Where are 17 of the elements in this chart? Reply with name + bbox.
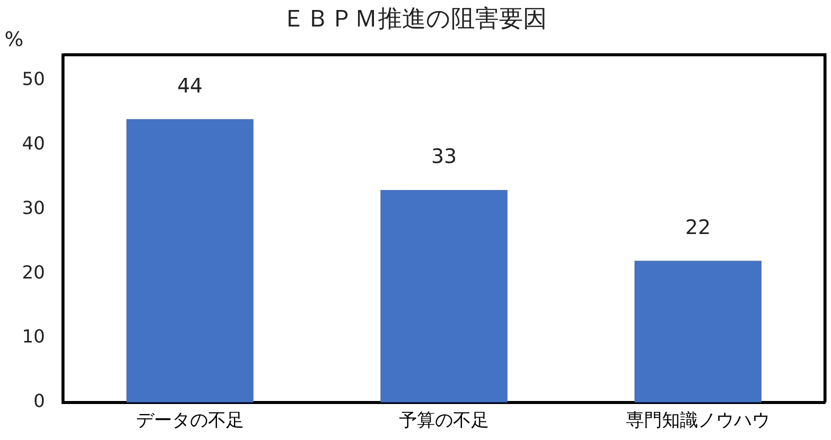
x-tick-label: 予算の不足 xyxy=(398,410,489,431)
y-tick-label: 0 xyxy=(33,391,45,412)
x-tick-label: データの不足 xyxy=(136,410,244,431)
x-tick-label: 専門知識ノウハウ xyxy=(626,410,770,431)
y-tick-label: 40 xyxy=(22,134,45,155)
bar xyxy=(380,190,508,402)
y-tick-label: 20 xyxy=(22,262,45,284)
y-tick-label: 50 xyxy=(22,69,45,90)
y-axis-title: % xyxy=(4,27,24,52)
y-tick-label: 30 xyxy=(22,198,45,219)
data-label: 22 xyxy=(685,214,711,239)
chart-title: ＥＢＰＭ推進の阻害要因 xyxy=(282,4,547,33)
data-label: 44 xyxy=(177,73,203,98)
bar xyxy=(634,260,762,402)
y-tick-label: 10 xyxy=(22,326,45,348)
data-label: 33 xyxy=(431,144,457,168)
bar xyxy=(126,119,254,402)
